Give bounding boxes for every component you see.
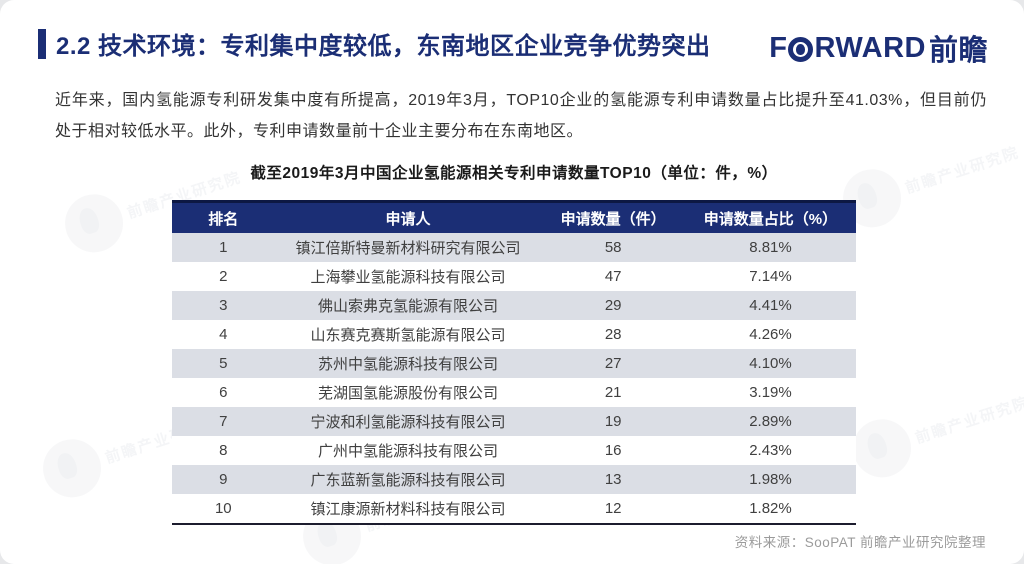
table-body: 1 镇江倍斯特曼新材料研究有限公司 58 8.81% 2 上海攀业氢能源科技有限公司 47 7… [172,233,856,525]
cell-applicant: 上海攀业氢能源科技有限公司 [310,269,506,286]
cell-share: 8.81% [749,239,792,256]
cell-rank: 9 [219,471,228,488]
logo-letters-rward: RWARD [814,31,926,64]
cell-share: 4.26% [749,326,792,343]
cell-count: 16 [604,442,622,459]
cell-rank: 8 [219,442,228,459]
cell-share: 7.14% [749,268,792,285]
cell-rank: 3 [219,297,228,314]
cell-applicant: 广东蓝新氢能源科技有限公司 [310,472,506,489]
cell-applicant: 广州中氢能源科技有限公司 [317,443,498,460]
watermark-logo: 前瞻产业研究院 [845,373,1024,485]
cell-share: 4.41% [749,297,792,314]
cell-share: 2.89% [749,413,792,430]
table-row: 3 佛山索弗克氢能源有限公司 29 4.41% [172,291,856,320]
cell-count: 19 [604,413,622,430]
cell-applicant: 镇江倍斯特曼新材料研究有限公司 [295,240,521,257]
cell-rank: 6 [219,384,228,401]
logo-cjk-name: 前瞻 [928,35,988,67]
table-header-row: 排名 申请人 申请数量（件） 申请数量占比（%） [172,200,856,233]
watermark-circle-icon [57,186,131,260]
cell-applicant: 苏州中氢能源科技有限公司 [317,356,498,373]
cell-applicant: 芜湖国氢能源股份有限公司 [317,385,498,402]
table-row: 8 广州中氢能源科技有限公司 16 2.43% [172,436,856,465]
cell-count: 12 [604,500,622,517]
logo-o-icon [788,36,814,62]
table-row: 7 宁波和利氢能源科技有限公司 19 2.89% [172,407,856,436]
cell-share: 1.82% [749,500,792,517]
title-accent-bar [38,28,46,59]
source-note: 资料来源：SooPAT 前瞻产业研究院整理 [734,535,986,550]
forward-logo: F RWARD 前瞻 [769,27,988,69]
table-row: 6 芜湖国氢能源股份有限公司 21 3.19% [172,378,856,407]
table-row: 4 山东赛克赛斯氢能源有限公司 28 4.26% [172,320,856,349]
cell-applicant: 宁波和利氢能源科技有限公司 [310,414,506,431]
cell-applicant: 山东赛克赛斯氢能源有限公司 [310,327,506,344]
cell-share: 3.19% [749,384,792,401]
cell-share: 1.98% [749,471,792,488]
column-header-rank: 排名 [208,210,239,228]
intro-paragraph: 近年来，国内氢能源专利研发集中度有所提高，2019年3月，TOP10企业的氢能源… [55,92,987,140]
cell-count: 58 [604,239,622,256]
column-header-share: 申请数量占比（%） [703,210,838,228]
cell-applicant: 佛山索弗克氢能源有限公司 [317,298,498,315]
cell-count: 29 [604,297,622,314]
cell-rank: 10 [214,500,232,517]
cell-count: 27 [604,355,622,372]
cell-rank: 2 [219,268,228,285]
table-row: 2 上海攀业氢能源科技有限公司 47 7.14% [172,262,856,291]
cell-share: 2.43% [749,442,792,459]
cell-rank: 5 [219,355,228,372]
cell-count: 21 [604,384,622,401]
cell-rank: 7 [219,413,228,430]
table-row: 5 苏州中氢能源科技有限公司 27 4.10% [172,349,856,378]
section-header: 2.2 技术环境：专利集中度较低，东南地区企业竞争优势突出 [38,26,988,61]
cell-applicant: 镇江康源新材料科技有限公司 [310,501,506,518]
watermark-circle-icon [35,431,109,505]
logo-letter-f: F [769,31,788,64]
cell-rank: 4 [219,326,228,343]
table-title: 截至2019年3月中国企业氢能源相关专利申请数量TOP10（单位：件，%） [250,165,778,182]
page-title: 2.2 技术环境：专利集中度较低，东南地区企业竞争优势突出 [56,33,711,60]
cell-count: 47 [604,268,622,285]
cell-count: 28 [604,326,622,343]
patent-top10-table: 排名 申请人 申请数量（件） 申请数量占比（%） 1 镇江倍斯特曼新材料研究有限公… [172,200,856,525]
cell-count: 13 [604,471,622,488]
cell-share: 4.10% [749,355,792,372]
cell-rank: 1 [219,239,228,256]
watermark-circle-icon [845,411,919,485]
table-row: 10 镇江康源新材料科技有限公司 12 1.82% [172,494,856,523]
column-header-applicant: 申请人 [385,210,431,228]
table-row: 9 广东蓝新氢能源科技有限公司 13 1.98% [172,465,856,494]
column-header-count: 申请数量（件） [560,210,666,228]
table-row: 1 镇江倍斯特曼新材料研究有限公司 58 8.81% [172,233,856,262]
